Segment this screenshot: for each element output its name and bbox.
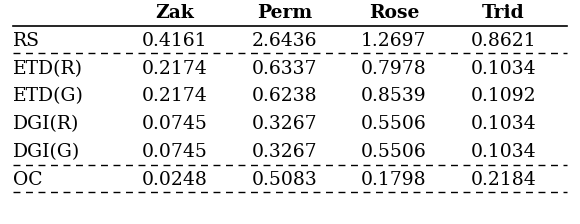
Text: Trid: Trid (482, 4, 525, 22)
Text: 0.1034: 0.1034 (471, 143, 536, 161)
Text: Zak: Zak (155, 4, 194, 22)
Text: ETD(G): ETD(G) (13, 87, 84, 106)
Text: 0.0745: 0.0745 (142, 115, 208, 133)
Text: 0.1092: 0.1092 (471, 87, 536, 106)
Text: 0.7978: 0.7978 (361, 60, 427, 78)
Text: 0.3267: 0.3267 (251, 143, 317, 161)
Text: 1.2697: 1.2697 (361, 32, 427, 50)
Text: 0.2184: 0.2184 (471, 171, 536, 189)
Text: OC: OC (13, 171, 42, 189)
Text: 0.2174: 0.2174 (142, 60, 208, 78)
Text: Rose: Rose (369, 4, 419, 22)
Text: 0.5083: 0.5083 (251, 171, 317, 189)
Text: RS: RS (13, 32, 40, 50)
Text: 0.8621: 0.8621 (471, 32, 536, 50)
Text: 0.6238: 0.6238 (251, 87, 317, 106)
Text: DGI(R): DGI(R) (13, 115, 79, 133)
Text: 0.1798: 0.1798 (361, 171, 427, 189)
Text: DGI(G): DGI(G) (13, 143, 80, 161)
Text: 0.0248: 0.0248 (142, 171, 208, 189)
Text: 0.6337: 0.6337 (252, 60, 317, 78)
Text: 0.3267: 0.3267 (251, 115, 317, 133)
Text: 0.4161: 0.4161 (142, 32, 207, 50)
Text: 0.5506: 0.5506 (361, 143, 427, 161)
Text: 0.1034: 0.1034 (471, 115, 536, 133)
Text: 2.6436: 2.6436 (252, 32, 317, 50)
Text: 0.5506: 0.5506 (361, 115, 427, 133)
Text: Perm: Perm (257, 4, 312, 22)
Text: 0.0745: 0.0745 (142, 143, 208, 161)
Text: ETD(R): ETD(R) (13, 60, 83, 78)
Text: 0.8539: 0.8539 (361, 87, 427, 106)
Text: 0.1034: 0.1034 (471, 60, 536, 78)
Text: 0.2174: 0.2174 (142, 87, 208, 106)
